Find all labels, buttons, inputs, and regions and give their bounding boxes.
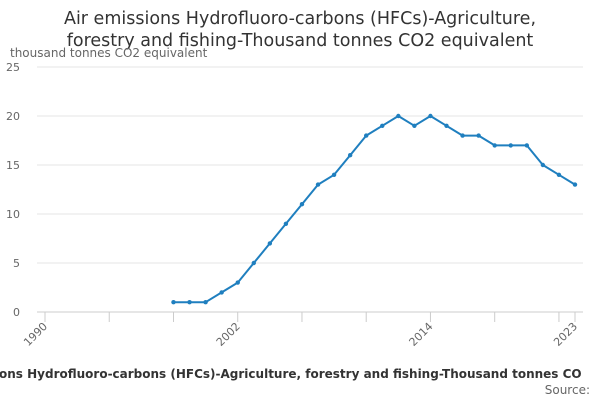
y-tick-label: 0 (13, 306, 20, 319)
data-point[interactable] (347, 153, 353, 158)
data-point[interactable] (171, 300, 176, 305)
data-point[interactable] (283, 221, 289, 226)
x-tick-label: 1990 (21, 320, 50, 349)
x-tick-label: 2014 (407, 320, 436, 349)
data-point[interactable] (540, 162, 546, 168)
chart-title-line-1: Air emissions Hydrofluoro-carbons (HFCs)… (64, 9, 536, 29)
x-tick-label: 2023 (551, 320, 580, 349)
data-point[interactable] (299, 202, 305, 207)
x-tick-label: 2002 (214, 320, 243, 349)
data-point[interactable] (524, 143, 530, 148)
data-point[interactable] (219, 290, 224, 295)
data-point[interactable] (364, 133, 369, 138)
data-point[interactable] (556, 172, 562, 177)
y-tick-label: 20 (6, 110, 20, 123)
y-tick-label: 5 (13, 257, 20, 270)
data-point[interactable] (251, 260, 256, 266)
legend-label[interactable]: ons Hydrofluoro-carbons (HFCs)-Agricultu… (0, 367, 582, 381)
y-tick-label: 25 (6, 61, 20, 74)
y-axis-ticks: 0 5 10 15 20 25 (6, 61, 20, 319)
data-point[interactable] (508, 143, 513, 148)
x-axis: 1990 2002 2014 2023 (21, 312, 580, 349)
data-point[interactable] (412, 123, 417, 128)
chart-title-line-2: forestry and fishing-Thousand tonnes CO2… (67, 31, 534, 51)
data-point[interactable] (476, 133, 481, 138)
grid-lines (37, 66, 583, 313)
y-axis-unit-label: thousand tonnes CO2 equivalent (10, 46, 208, 60)
series-line-0 (173, 115, 576, 304)
data-point[interactable] (187, 300, 192, 305)
data-point[interactable] (203, 300, 208, 305)
y-tick-label: 10 (6, 208, 20, 221)
data-point[interactable] (267, 241, 273, 246)
y-tick-label: 15 (6, 159, 20, 172)
series-group (171, 113, 578, 305)
data-point[interactable] (380, 123, 385, 128)
data-point[interactable] (331, 172, 337, 177)
data-point[interactable] (428, 113, 433, 119)
data-point[interactable] (492, 143, 497, 148)
data-point[interactable] (235, 280, 240, 285)
data-point[interactable] (444, 123, 449, 128)
data-point[interactable] (460, 133, 465, 138)
source-label: Source: (545, 383, 590, 397)
data-point[interactable] (315, 182, 321, 187)
data-point[interactable] (396, 113, 401, 119)
data-point[interactable] (572, 182, 578, 187)
